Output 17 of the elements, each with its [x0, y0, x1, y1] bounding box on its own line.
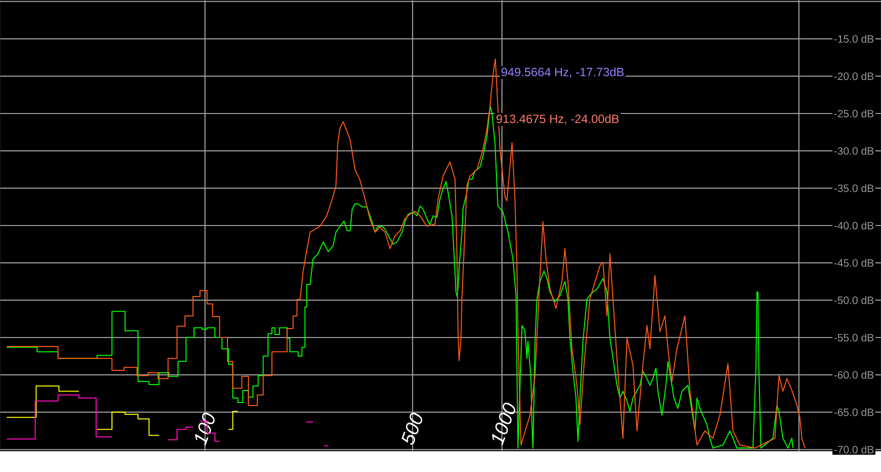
y-tick-label: -25.0 dB: [834, 110, 874, 118]
y-tick-label: -15.0 dB: [834, 34, 874, 43]
y-tick-label: -30.0 dB: [834, 146, 874, 155]
y-tick-label: -35.0 dB: [834, 184, 874, 192]
y-tick-label: -45.0 dB: [834, 258, 874, 267]
y-tick-label: -65.0 dB: [834, 408, 874, 416]
y-tick-label: -20.0 dB: [834, 72, 874, 80]
annotation: 949.5664 Hz, -17.73dB: [501, 67, 624, 78]
y-tick-label: -40.0 dB: [834, 222, 874, 230]
annotation: 913.4675 Hz, -24.00dB: [496, 114, 619, 125]
y-tick-label: -70.0 dB: [834, 446, 874, 454]
x-tick-label: 1000: [492, 402, 516, 446]
y-tick-label: -55.0 dB: [834, 334, 874, 342]
x-tick-label: 100: [195, 412, 215, 446]
x-tick-label: 500: [402, 412, 422, 445]
y-tick-label: -50.0 dB: [834, 296, 874, 304]
y-tick-label: -60.0 dB: [834, 370, 874, 379]
